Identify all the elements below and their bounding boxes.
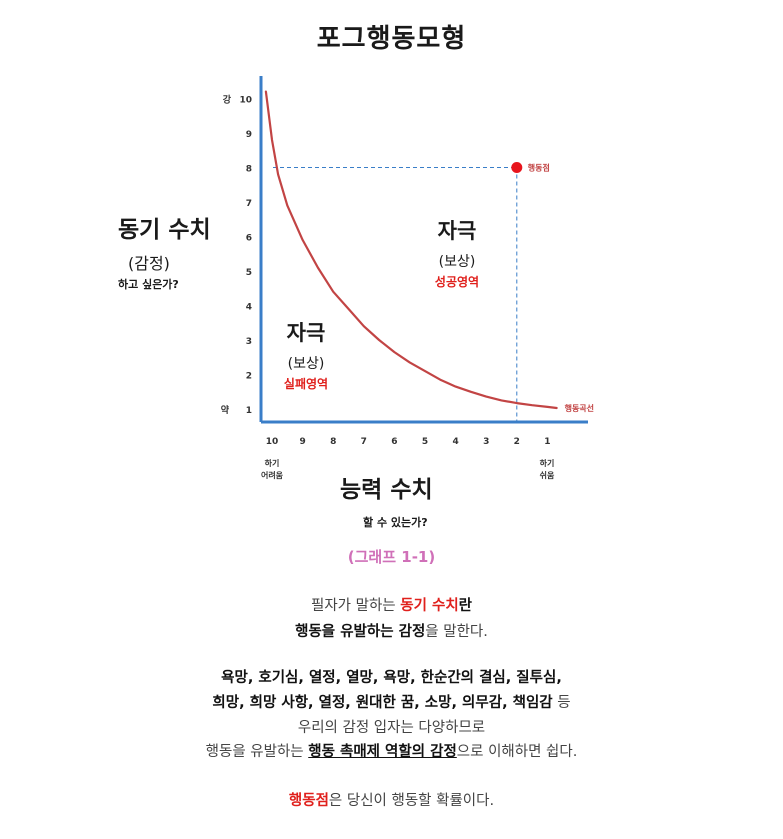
emotion-list-1: 욕망, 호기심, 열정, 열망, 욕망, 한순간의 결심, 질투심, bbox=[221, 670, 562, 686]
region-area-label: 성공영역 bbox=[435, 274, 479, 289]
paragraph-line-3: 욕망, 호기심, 열정, 열망, 욕망, 한순간의 결심, 질투심, bbox=[0, 666, 783, 687]
x-left-label: 하기 bbox=[265, 458, 280, 468]
text-segment: 은 당신이 행동할 확률이다. bbox=[328, 793, 495, 809]
action-point-marker bbox=[511, 162, 523, 173]
x-tick-label: 7 bbox=[361, 437, 367, 447]
y-high-label: 강 bbox=[223, 94, 232, 106]
series-label: 행동곡선 bbox=[565, 403, 594, 413]
region-subtitle: (보상) bbox=[288, 356, 325, 372]
x-right-label: 하기 bbox=[540, 458, 555, 468]
text-segment: 우리의 감정 입자는 다양하므로 bbox=[297, 720, 486, 736]
highlight-motivation: 동기 수치 bbox=[400, 598, 459, 614]
y-tick-label: 6 bbox=[246, 234, 252, 244]
region-area-label: 실패영역 bbox=[284, 376, 328, 391]
y-tick-label: 3 bbox=[246, 337, 252, 347]
region-title: 자극 bbox=[438, 219, 477, 243]
highlight-catalyst: 행동 촉매제 역할의 감정 bbox=[308, 744, 457, 760]
highlight-action-point: 행동점 bbox=[288, 793, 329, 809]
text-segment: 필자가 말하는 bbox=[310, 598, 401, 614]
y-tick-label: 2 bbox=[246, 372, 252, 382]
chart-title: 포그행동모형 bbox=[316, 24, 467, 54]
text-segment: 란 bbox=[458, 598, 473, 614]
x-right-label: 쉬움 bbox=[540, 470, 555, 480]
x-tick-label: 8 bbox=[330, 437, 336, 447]
text-segment: 행동을 유발하는 bbox=[205, 744, 309, 760]
text-segment: 등 bbox=[552, 695, 571, 711]
y-tick-label: 4 bbox=[246, 303, 252, 313]
y-axis-question: 하고 싶은가? bbox=[118, 278, 179, 291]
emotion-list-2: 희망, 희망 사항, 열정, 원대한 꿈, 소망, 의무감, 책임감 bbox=[212, 695, 553, 711]
y-tick-label: 1 bbox=[246, 406, 252, 416]
x-tick-label: 6 bbox=[391, 437, 397, 447]
x-axis-question: 할 수 있는가? bbox=[363, 516, 428, 529]
paragraph-line-5: 우리의 감정 입자는 다양하므로 bbox=[0, 716, 783, 737]
x-tick-label: 5 bbox=[422, 437, 428, 447]
y-tick-label: 8 bbox=[246, 165, 252, 175]
region-subtitle: (보상) bbox=[439, 254, 476, 270]
y-low-label: 약 bbox=[221, 404, 230, 416]
x-tick-label: 2 bbox=[514, 437, 520, 447]
x-axis-label: 능력 수치 bbox=[340, 477, 433, 503]
x-tick-label: 3 bbox=[483, 437, 489, 447]
action-curve bbox=[264, 90, 558, 410]
graph-caption: (그래프 1-1) bbox=[347, 548, 436, 566]
text-segment: 을 말한다. bbox=[425, 624, 488, 640]
region-title: 자극 bbox=[287, 321, 326, 345]
x-tick-label: 4 bbox=[452, 437, 458, 447]
text-segment: 으로 이해하면 쉽다. bbox=[456, 744, 578, 760]
x-tick-label: 9 bbox=[299, 437, 305, 447]
y-tick-label: 5 bbox=[246, 268, 252, 278]
y-tick-label: 7 bbox=[246, 199, 252, 209]
paragraph-line-2: 행동을 유발하는 감정을 말한다. bbox=[0, 620, 783, 641]
paragraph-line-1: 필자가 말하는 동기 수치란 bbox=[0, 594, 783, 615]
paragraph-line-7: 행동점은 당신이 행동할 확률이다. bbox=[0, 789, 783, 810]
x-tick-label: 10 bbox=[266, 437, 279, 447]
y-tick-label: 10 bbox=[239, 96, 252, 106]
x-left-label: 어려움 bbox=[261, 470, 284, 480]
highlight-emotion: 행동을 유발하는 감정 bbox=[295, 624, 426, 640]
y-axis-label: 동기 수치 bbox=[118, 217, 211, 243]
x-tick-label: 1 bbox=[544, 437, 550, 447]
paragraph-line-6: 행동을 유발하는 행동 촉매제 역할의 감정으로 이해하면 쉽다. bbox=[0, 740, 783, 761]
paragraph-line-4: 희망, 희망 사항, 열정, 원대한 꿈, 소망, 의무감, 책임감 등 bbox=[0, 691, 783, 712]
action-point-label: 행동점 bbox=[528, 163, 550, 173]
y-axis-sublabel: (감정) bbox=[128, 254, 170, 273]
y-tick-label: 9 bbox=[246, 130, 252, 140]
